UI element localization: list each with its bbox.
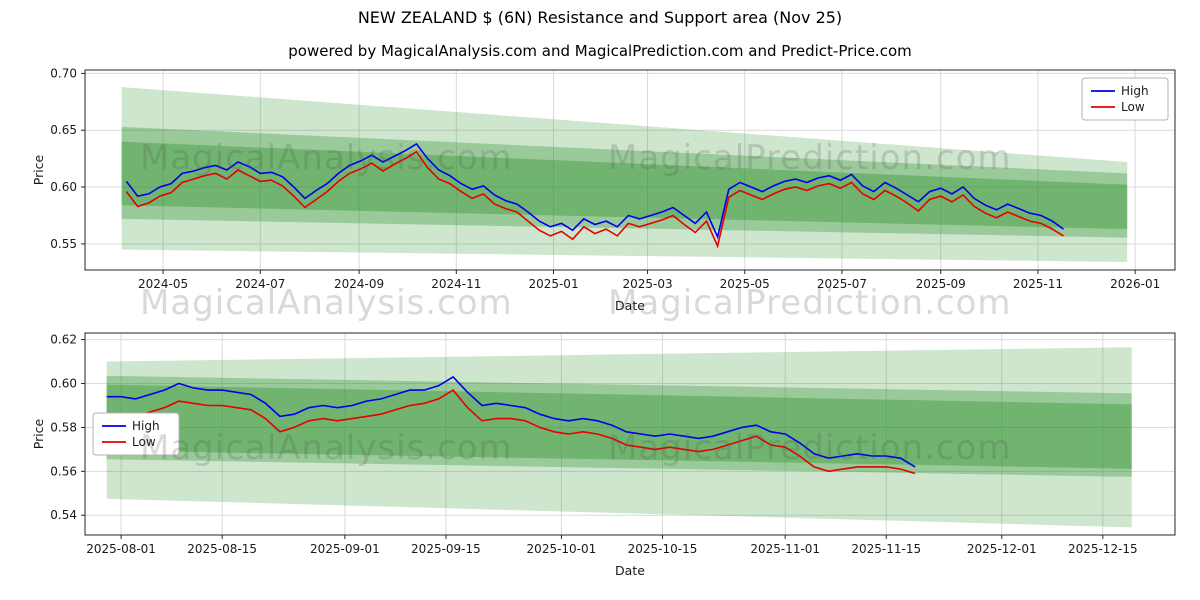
x-axis-label: Date [615, 563, 645, 578]
chart-title: NEW ZEALAND $ (6N) Resistance and Suppor… [357, 8, 843, 27]
x-tick-label: 2025-08-15 [187, 542, 257, 556]
x-tick-label: 2025-10-15 [628, 542, 698, 556]
band [121, 87, 1128, 263]
x-tick-label: 2024-07 [235, 277, 285, 291]
x-tick-label: 2025-05 [720, 277, 770, 291]
low-line [125, 150, 1064, 249]
y-axis-label: Price [31, 418, 46, 449]
y-tick-label: 0.58 [50, 420, 77, 434]
support-resistance-bands [106, 347, 1132, 528]
axes-frame [84, 332, 1176, 536]
y-tick-label: 0.56 [50, 464, 77, 478]
y-tick-label: 0.65 [50, 123, 77, 137]
y-axis-label: Price [31, 154, 46, 185]
low-line [106, 389, 916, 475]
x-tick-label: 2026-01 [1110, 277, 1160, 291]
x-tick-label: 2025-11-15 [851, 542, 921, 556]
x-tick-label: 2025-09-01 [310, 542, 380, 556]
y-tick-label: 0.60 [50, 180, 77, 194]
x-tick-label: 2025-09-15 [411, 542, 481, 556]
x-tick-label: 2025-09 [916, 277, 966, 291]
x-tick-label: 2025-07 [817, 277, 867, 291]
x-tick-label: 2025-11-01 [750, 542, 820, 556]
x-tick-label: 2024-05 [138, 277, 188, 291]
band [106, 347, 1132, 528]
band [121, 126, 1128, 238]
legend-label-low: Low [1121, 100, 1145, 114]
legend-label-low: Low [132, 435, 156, 449]
high-line [106, 375, 916, 468]
x-tick-label: 2025-01 [528, 277, 578, 291]
y-tick-label: 0.54 [50, 508, 77, 522]
chart-1: 2025-08-01 2025-08-15 2025-09-01 2025-09-15… [31, 332, 1176, 578]
x-axis-label: Date [615, 298, 645, 313]
legend-label-high: High [1121, 84, 1149, 98]
legend-label-high: High [132, 419, 160, 433]
band [106, 384, 1132, 469]
x-tick-label: 2025-10-01 [527, 542, 597, 556]
x-tick-label: 2025-12-15 [1068, 542, 1138, 556]
chart-0: 2024-05 2024-07 2024-09 2024-11 2025-01 2025-… [31, 66, 1176, 313]
axes-frame [84, 69, 1176, 271]
x-tick-label: 2024-09 [334, 277, 384, 291]
x-tick-label: 2025-03 [622, 277, 672, 291]
high-line [125, 142, 1064, 240]
support-resistance-bands [121, 87, 1128, 263]
y-tick-label: 0.55 [50, 237, 77, 251]
legend: High Low [1081, 77, 1169, 121]
y-tick-label: 0.70 [50, 66, 77, 80]
x-tick-label: 2025-08-01 [86, 542, 156, 556]
band [106, 375, 1132, 477]
y-tick-label: 0.62 [50, 333, 77, 347]
chart-subtitle: powered by MagicalAnalysis.com and Magic… [288, 42, 912, 60]
y-tick-label: 0.60 [50, 377, 77, 391]
x-tick-label: 2024-11 [431, 277, 481, 291]
grid [85, 333, 1175, 535]
legend: High Low [92, 412, 180, 456]
x-tick-label: 2025-12-01 [967, 542, 1037, 556]
x-tick-label: 2025-11 [1013, 277, 1063, 291]
